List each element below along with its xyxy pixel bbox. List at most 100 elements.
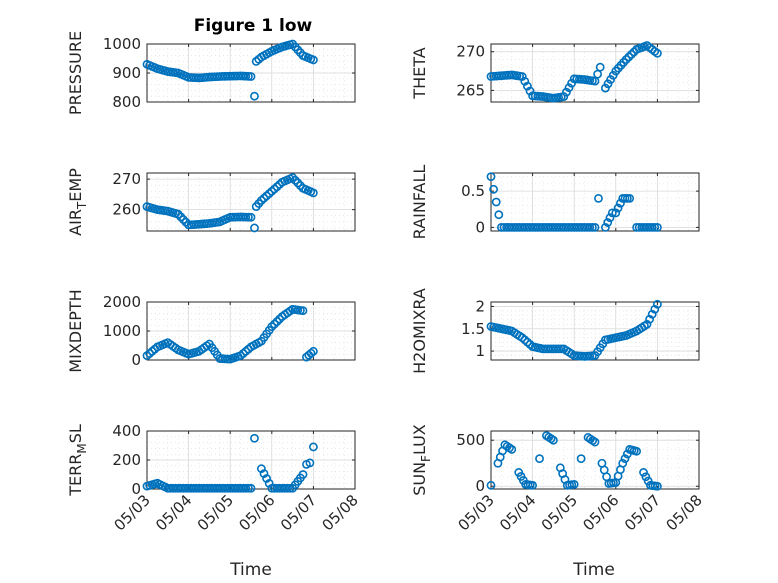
series-markers <box>142 39 318 101</box>
data-point <box>653 299 662 309</box>
y-tick-label: 1.5 <box>461 320 485 338</box>
data-point <box>486 172 496 182</box>
data-point <box>494 210 504 220</box>
data-point <box>486 480 496 490</box>
y-axis-label: SUNFLUX <box>410 424 433 496</box>
y-label-subscript: F <box>419 455 433 462</box>
x-tick-label: 05/05 <box>538 491 581 534</box>
data-point <box>250 91 259 101</box>
data-point <box>267 322 277 332</box>
data-point <box>259 469 269 478</box>
x-tick-label: 05/04 <box>496 491 539 534</box>
y-tick-label: 270 <box>456 43 485 61</box>
data-point <box>288 173 297 182</box>
data-point <box>282 483 292 493</box>
x-tick-label: 05/04 <box>152 491 195 534</box>
y-axis-label: AIRTEMP <box>66 168 89 236</box>
subplot-4: 0 0.5 RAINFALL <box>410 165 700 239</box>
data-point <box>507 445 517 454</box>
y-tick-label: 1000 <box>103 322 141 340</box>
data-point <box>290 175 300 185</box>
data-point <box>517 72 527 81</box>
data-point <box>535 454 544 464</box>
data-point <box>549 435 558 445</box>
y-label-subscript: T <box>75 201 89 210</box>
y-axis-label: THETA <box>410 47 429 99</box>
data-point <box>246 72 256 81</box>
data-point <box>272 317 282 326</box>
y-axis-label: PRESSURE <box>66 31 85 115</box>
y-tick-label: 0.5 <box>461 182 485 200</box>
data-point <box>585 222 595 232</box>
data-point <box>564 83 574 93</box>
data-point <box>567 78 576 88</box>
data-point <box>601 222 610 232</box>
y-tick-label: 2000 <box>103 293 141 311</box>
data-point <box>528 480 537 490</box>
figure-title: Figure 1 low <box>194 16 313 36</box>
data-point <box>650 222 660 232</box>
data-point <box>293 178 303 188</box>
x-tick-label: 05/06 <box>235 491 278 534</box>
data-point <box>298 470 308 479</box>
axes-border <box>490 430 700 490</box>
data-point <box>525 86 535 96</box>
y-tick-label: 0 <box>475 218 485 236</box>
data-point <box>624 52 634 62</box>
subplot-2: 265 270 THETA <box>410 41 700 103</box>
x-tick-label: 05/03 <box>455 491 498 534</box>
series-markers <box>142 433 318 493</box>
y-axis-label: H2OMIXRA <box>410 288 429 374</box>
data-point <box>489 184 498 194</box>
y-label-rest: EMP <box>66 168 85 202</box>
data-point <box>621 55 631 64</box>
x-axis-label-left: Time <box>229 560 272 580</box>
data-point <box>603 218 613 227</box>
data-point <box>306 348 316 358</box>
data-point <box>308 188 318 198</box>
series-markers <box>142 173 318 233</box>
data-point <box>520 76 530 86</box>
subplot-3: 260 270 AIRTEMP <box>66 168 356 236</box>
x-tick-label: 05/07 <box>621 491 664 534</box>
data-point <box>618 458 628 468</box>
data-point <box>275 314 284 324</box>
data-point <box>632 446 641 456</box>
data-point <box>653 222 662 232</box>
y-tick-label: 0 <box>131 480 141 498</box>
data-point <box>653 481 662 491</box>
subplot-6: 1 1.5 2 H2OMIXRA <box>410 288 700 374</box>
y-tick-label: 1 <box>475 342 485 360</box>
y-label-rest: SL <box>66 424 85 443</box>
y-tick-label: 260 <box>112 201 141 219</box>
data-point <box>554 344 563 354</box>
data-point <box>173 209 183 219</box>
data-point <box>588 222 597 232</box>
data-point <box>556 344 566 354</box>
data-point <box>308 346 318 356</box>
data-point <box>594 193 603 203</box>
data-point <box>264 478 274 488</box>
y-tick-label: 900 <box>112 64 141 82</box>
y-tick-label: 400 <box>112 422 141 440</box>
series-markers <box>486 431 662 491</box>
data-point <box>308 442 318 452</box>
y-label-main: TERR <box>66 454 85 497</box>
data-point <box>605 213 615 223</box>
y-label-rest: LUX <box>410 424 429 455</box>
data-point <box>643 476 653 486</box>
y-label-main: SUN <box>410 462 429 496</box>
x-tick-label: 05/05 <box>194 491 237 534</box>
data-point <box>625 193 635 203</box>
data-point <box>269 319 279 329</box>
y-tick-label: 500 <box>456 431 485 449</box>
y-tick-label: 800 <box>112 93 141 111</box>
subplot-7: 020040005/0305/0405/0505/0605/0705/08TER… <box>66 422 362 534</box>
data-point <box>491 197 501 207</box>
data-point <box>176 212 186 222</box>
data-point <box>641 472 651 482</box>
series-markers <box>486 41 662 103</box>
